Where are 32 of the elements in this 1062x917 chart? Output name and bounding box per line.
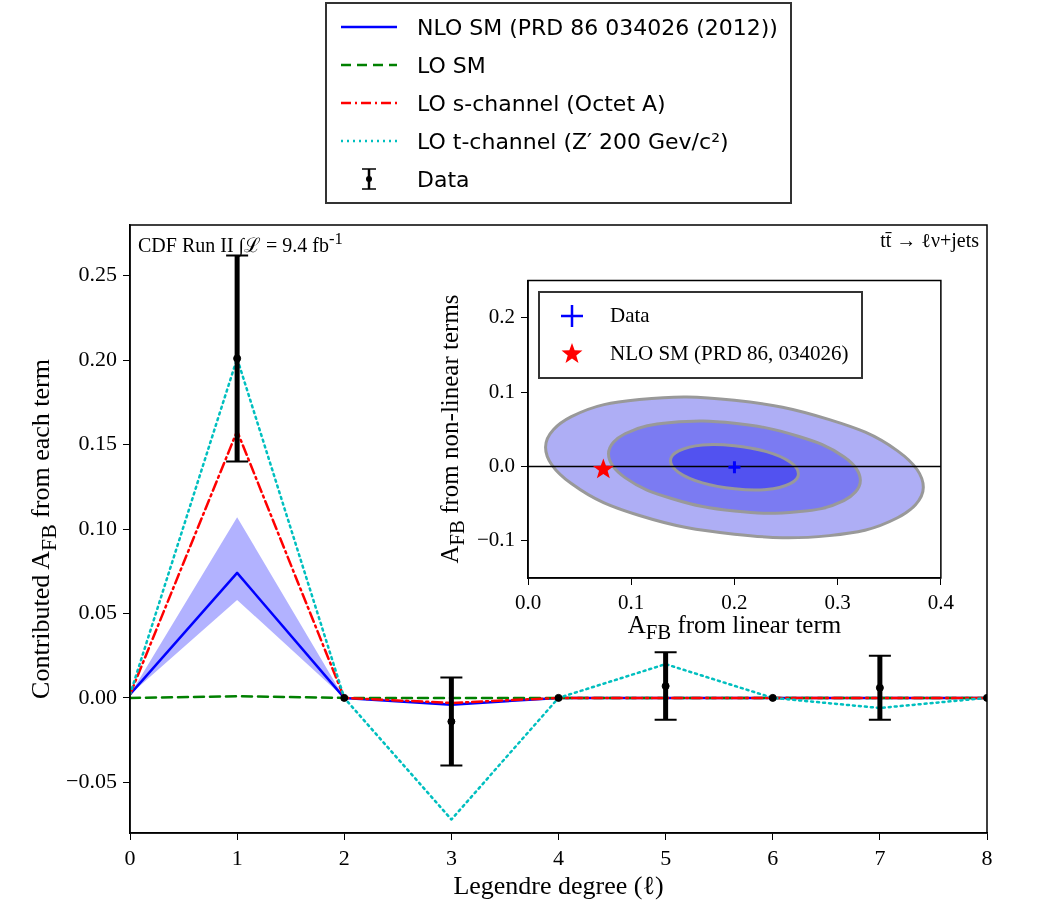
y-tick-label: 0.1 <box>488 378 515 403</box>
x-tick-label: 3 <box>445 844 457 870</box>
x-tick-label: 0 <box>124 844 136 870</box>
y-tick-label: 0.10 <box>78 514 117 540</box>
legend-label: Data <box>610 303 650 329</box>
legend-label: LO s-channel (Octet A) <box>417 90 666 116</box>
x-tick-label: 7 <box>874 844 886 870</box>
y-tick-label: 0.25 <box>78 261 117 287</box>
x-tick-label: 0.4 <box>927 590 955 615</box>
legend-label: Data <box>417 166 470 192</box>
x-tick-label: 8 <box>981 844 993 870</box>
legend-label: NLO SM (PRD 86, 034026) <box>610 341 849 367</box>
y-tick-label: 0.20 <box>78 345 117 371</box>
annotation: CDF Run II ∫ℒ = 9.4 fb$^{-1}$ <box>138 229 343 258</box>
legend-label: NLO SM (PRD 86 034026 (2012)) <box>417 14 778 40</box>
y-tick-label: 0.00 <box>78 683 117 709</box>
legend-label: LO SM <box>417 52 486 78</box>
x-tick-label: 4 <box>553 844 564 870</box>
x-tick-label: 0.0 <box>514 590 542 615</box>
y-tick-label: −0.05 <box>66 768 117 794</box>
x-tick-label: 2 <box>338 844 350 870</box>
x-tick-label: 5 <box>660 844 672 870</box>
x-axis-title: Legendre degree (ℓ) <box>453 871 664 901</box>
y-tick-label: 0.15 <box>78 430 117 456</box>
x-tick-label: 6 <box>767 844 779 870</box>
annotation: tt̄ → ℓν+jets <box>880 229 979 252</box>
legend-label: LO t-channel (Z′ 200 Gev/c²) <box>417 128 729 154</box>
y-tick-label: −0.1 <box>476 527 515 552</box>
y-tick-label: 0.0 <box>488 452 515 477</box>
y-tick-label: 0.2 <box>488 304 515 329</box>
x-tick-label: 1 <box>231 844 243 870</box>
y-tick-label: 0.05 <box>78 599 117 625</box>
